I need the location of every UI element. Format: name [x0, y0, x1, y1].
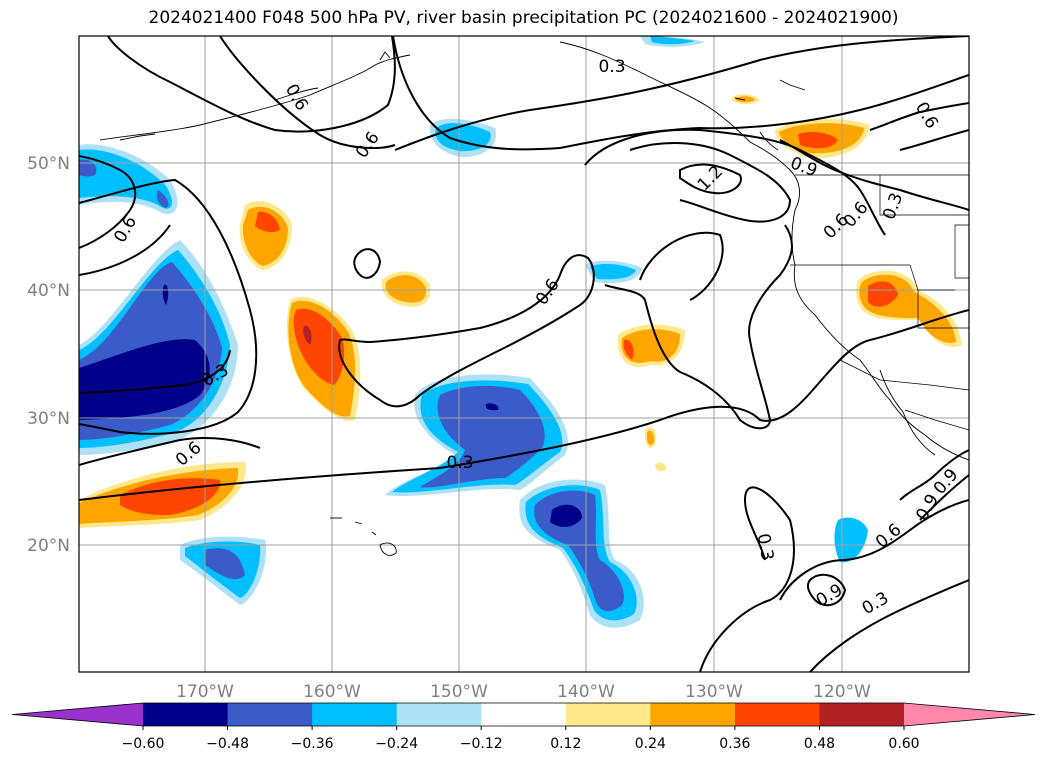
lat-label: 30°N	[27, 409, 70, 429]
colorbar-segment	[734, 703, 820, 726]
contour-label: 0.3	[598, 57, 625, 77]
colorbar-segment	[481, 703, 567, 726]
colorbar-segment	[227, 703, 313, 726]
positive-anomaly-small	[645, 94, 760, 472]
contour-label: 0.3	[446, 453, 473, 473]
colorbar-segment	[312, 703, 398, 726]
negative-anomaly-southwest	[180, 536, 266, 605]
lon-label: 120°W	[813, 682, 871, 702]
colorbar-extend-low	[12, 703, 143, 726]
lat-label: 20°N	[27, 536, 70, 556]
lon-label: 150°W	[430, 682, 488, 702]
chart-title: 2024021400 F048 500 hPa PV, river basin …	[148, 8, 899, 28]
lat-label: 50°N	[27, 154, 70, 174]
colorbar-segment	[143, 703, 229, 726]
colorbar-tick-label: −0.48	[206, 736, 249, 752]
negative-anomaly-120w	[834, 517, 868, 563]
lon-label: 130°W	[685, 682, 743, 702]
positive-anomaly-165w	[239, 201, 292, 270]
coastlines	[99, 41, 969, 556]
positive-anomaly-southwest	[79, 462, 246, 528]
latitude-labels: 50°N 40°N 30°N 20°N	[27, 154, 70, 556]
positive-anomaly-155w	[381, 271, 431, 307]
colorbar-tick-label: 0.36	[719, 736, 750, 752]
map-panel: 0.3 0.6 0.6 0.6 0.6 0.9 1.2 0.6 0.3 0.6 …	[79, 36, 969, 672]
colorbar-extend-high	[904, 703, 1035, 726]
negative-anomaly-central	[385, 374, 569, 497]
negative-anomaly-south-central	[519, 479, 644, 628]
colorbar-tick-label: 0.48	[804, 736, 835, 752]
borders	[790, 174, 969, 431]
lon-label: 140°W	[557, 682, 615, 702]
colorbar-tick-label: 0.60	[888, 736, 919, 752]
positive-anomaly-160w	[286, 296, 361, 421]
colorbar-tick-label: 0.12	[550, 736, 581, 752]
colorbar-ticks: −0.60 −0.48 −0.36 −0.24 −0.12 0.12 0.24 0.36 0.4…	[122, 726, 920, 752]
negative-anomaly-140w	[585, 260, 642, 284]
colorbar-tick-label: −0.36	[291, 736, 334, 752]
colorbar-tick-label: −0.12	[460, 736, 503, 752]
colorbar-tick-label: −0.24	[375, 736, 418, 752]
contour-label: 0.3	[753, 532, 777, 562]
lon-label: 170°W	[176, 682, 234, 702]
lat-label: 40°N	[27, 281, 70, 301]
negative-anomaly-west	[79, 240, 238, 455]
colorbar-segment	[396, 703, 482, 726]
map-frame	[78, 35, 970, 673]
colorbar-segment	[565, 703, 651, 726]
longitude-labels: 170°W 160°W 150°W 140°W 130°W 120°W	[176, 682, 871, 702]
lon-label: 160°W	[303, 682, 361, 702]
colorbar-tick-label: −0.60	[122, 736, 165, 752]
colorbar-segment	[819, 703, 905, 726]
colorbar	[11, 702, 1036, 727]
colorbar-segment	[650, 703, 736, 726]
pv-contours	[79, 36, 969, 672]
colorbar-tick-label: 0.24	[635, 736, 666, 752]
